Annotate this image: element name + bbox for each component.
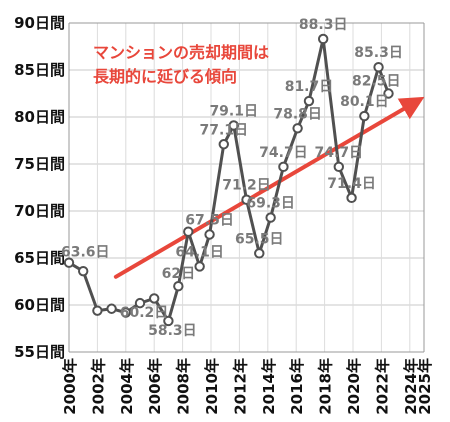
data-point-12 xyxy=(218,139,229,150)
x-tick-label-2016: 2016年 xyxy=(288,358,306,415)
data-label-19: 81.7日 xyxy=(285,79,334,95)
y-tick-label-70: 70日間 xyxy=(14,202,65,220)
series-layer xyxy=(63,33,394,327)
data-label-layer: 63.6日 60.2日 58.3日 62日 64.1日 67.5日 77.1日 79.1日 71… xyxy=(61,17,403,339)
data-point-11 xyxy=(204,229,215,240)
data-label-8: 62日 xyxy=(162,266,195,282)
data-point-14 xyxy=(241,194,252,205)
data-label-16: 69.3日 xyxy=(246,196,295,212)
data-label-15: 65.5日 xyxy=(235,231,284,247)
data-label-22: 71.4日 xyxy=(327,176,376,192)
x-tick-label-2002: 2002年 xyxy=(89,358,107,415)
x-tick-label-2000: 2000年 xyxy=(61,358,79,415)
data-label-17: 74.7日 xyxy=(259,145,308,161)
data-point-7 xyxy=(163,315,174,327)
y-tick-label-55: 55日間 xyxy=(14,343,65,361)
data-label-5: 60.2日 xyxy=(120,305,169,321)
x-tick-label-2006: 2006年 xyxy=(146,358,164,415)
data-label-24: 85.3日 xyxy=(354,45,403,61)
data-label-18: 78.8日 xyxy=(273,106,322,122)
y-tick-label-60: 60日間 xyxy=(14,296,65,314)
data-point-1 xyxy=(78,265,89,277)
data-label-20: 88.3日 xyxy=(299,17,348,33)
y-tick-label-80: 80日間 xyxy=(14,108,65,126)
data-point-20 xyxy=(317,33,329,45)
data-point-24 xyxy=(373,61,384,73)
data-point-15 xyxy=(254,248,265,259)
data-label-13: 79.1日 xyxy=(209,103,258,119)
data-label-21: 74.7日 xyxy=(315,145,364,161)
data-point-9 xyxy=(183,226,194,237)
trend-arrow-layer xyxy=(113,96,425,279)
annotation-line-2: 長期的に延びる傾向 xyxy=(93,67,237,86)
data-point-3 xyxy=(106,303,117,314)
data-label-7: 58.3日 xyxy=(148,323,197,339)
y-tick-label-85: 85日間 xyxy=(14,61,65,79)
data-point-17 xyxy=(278,161,289,173)
x-tick-label-2018: 2018年 xyxy=(317,358,335,415)
y-tick-label-65: 65日間 xyxy=(14,249,65,267)
data-point-2 xyxy=(92,305,103,316)
data-label-14: 71.2日 xyxy=(222,178,271,194)
data-point-5 xyxy=(134,297,146,309)
data-point-10 xyxy=(194,261,205,272)
data-point-18 xyxy=(292,123,303,134)
data-point-19 xyxy=(303,95,315,107)
data-point-25 xyxy=(383,88,394,99)
x-tick-label-2010: 2010年 xyxy=(203,358,221,415)
annotation-line-1: マンションの売却期間は xyxy=(93,43,269,62)
data-label-25: 82.5日 xyxy=(352,74,401,90)
data-point-0 xyxy=(63,257,75,268)
data-point-6 xyxy=(149,293,160,304)
x-tick-label-2008: 2008年 xyxy=(175,358,193,415)
data-label-23: 80.1日 xyxy=(340,94,389,110)
y-tick-label-90: 90日間 xyxy=(14,14,65,32)
y-tick-label-75: 75日間 xyxy=(14,155,65,173)
data-label-10: 64.1日 xyxy=(175,244,224,260)
x-tick-label-2024: 2024年 xyxy=(402,358,420,415)
data-point-22 xyxy=(346,192,357,204)
data-point-16 xyxy=(265,212,276,223)
trend-arrow xyxy=(113,96,425,279)
data-point-21 xyxy=(333,161,344,173)
x-tick-label-2014: 2014年 xyxy=(260,358,278,415)
x-tick-label-2025: 2025年 xyxy=(416,358,434,415)
data-point-13 xyxy=(228,120,239,131)
data-point-23 xyxy=(359,110,370,122)
x-tick-label-2020: 2020年 xyxy=(345,358,363,415)
data-point-8 xyxy=(173,281,184,292)
data-label-0: 63.6日 xyxy=(61,245,110,261)
data-point-4 xyxy=(120,307,132,318)
x-tick-label-2012: 2012年 xyxy=(231,358,249,415)
data-label-12: 77.1日 xyxy=(200,122,249,138)
axis-layer: 55日間 60日間 65日間 70日間 75日間 80日間 85日間 90日間 2000年 200… xyxy=(14,14,434,415)
data-label-11: 67.5日 xyxy=(185,213,234,229)
x-tick-label-2004: 2004年 xyxy=(118,358,136,415)
x-tick-label-2022: 2022年 xyxy=(373,358,391,415)
